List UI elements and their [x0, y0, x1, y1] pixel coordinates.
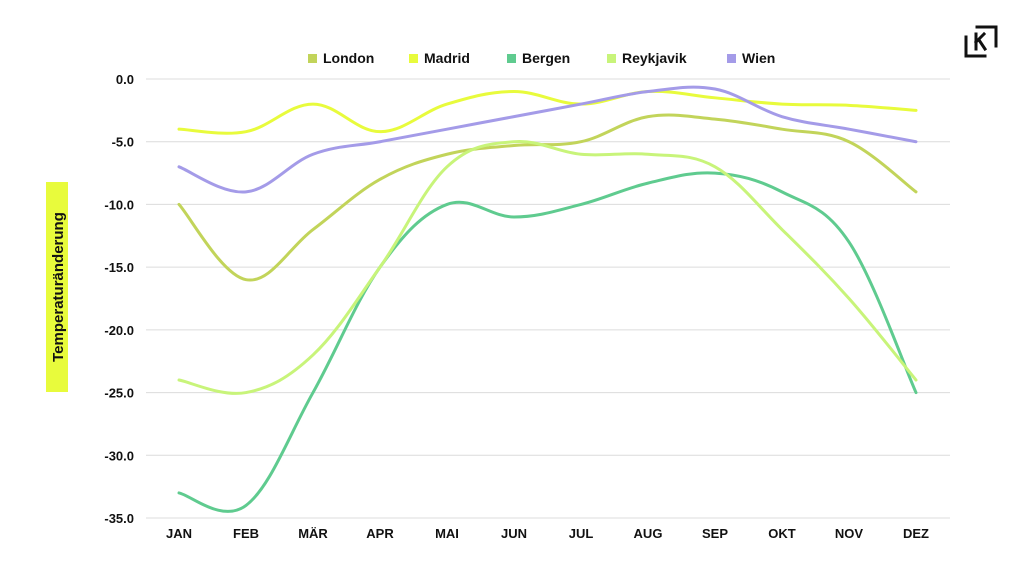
legend-swatch: [409, 54, 418, 63]
y-axis-label-highlight: [46, 182, 68, 392]
x-tick-label: FEB: [233, 526, 259, 541]
series-lines: [177, 85, 918, 513]
y-tick-label: -10.0: [104, 197, 134, 212]
legend-swatch: [308, 54, 317, 63]
x-tick-label: OKT: [768, 526, 796, 541]
y-axis-label: Temperaturänderung: [46, 182, 68, 392]
legend-item-madrid: Madrid: [409, 50, 470, 66]
legend-swatch: [727, 54, 736, 63]
legend-label: Madrid: [424, 50, 470, 66]
x-tick-label: SEP: [702, 526, 728, 541]
legend-label: Bergen: [522, 50, 570, 66]
legend-item-reykjavik: Reykjavik: [607, 50, 687, 66]
y-tick-label: -5.0: [112, 135, 134, 150]
series-line-london: [177, 113, 918, 282]
legend-item-bergen: Bergen: [507, 50, 570, 66]
x-axis-ticks: JAN FEB MÄR APR MAI JUN JUL AUG SEP OKT NOV DEZ: [166, 526, 929, 541]
x-tick-label: MÄR: [298, 526, 328, 541]
y-axis-ticks: 0.0 -5.0 -10.0 -15.0 -20.0 -25.0 -30.0 -35.0: [104, 72, 134, 526]
series-line-madrid: [177, 89, 918, 135]
legend-item-london: London: [308, 50, 374, 66]
legend-swatch: [607, 54, 616, 63]
legend-label: London: [323, 50, 374, 66]
y-axis-label-text: Temperaturänderung: [50, 212, 67, 362]
y-tick-label: -25.0: [104, 386, 134, 401]
x-tick-label: DEZ: [903, 526, 929, 541]
series-line-reykjavik: [177, 139, 918, 395]
legend-swatch: [507, 54, 516, 63]
legend-label: Reykjavik: [622, 50, 687, 66]
y-tick-label: -15.0: [104, 260, 134, 275]
y-tick-label: -20.0: [104, 323, 134, 338]
legend-label: Wien: [742, 50, 775, 66]
series-line-bergen: [177, 171, 918, 513]
legend: London Madrid Bergen Reykjavik Wien: [308, 50, 775, 66]
x-tick-label: JUN: [501, 526, 527, 541]
x-tick-label: JUL: [569, 526, 594, 541]
series-line-wien: [177, 85, 918, 194]
y-tick-label: -35.0: [104, 511, 134, 526]
x-tick-label: APR: [366, 526, 394, 541]
x-tick-label: MAI: [435, 526, 459, 541]
y-tick-label: 0.0: [116, 72, 134, 87]
x-tick-label: NOV: [835, 526, 864, 541]
x-tick-label: JAN: [166, 526, 192, 541]
legend-item-wien: Wien: [727, 50, 775, 66]
x-tick-label: AUG: [634, 526, 663, 541]
y-tick-label: -30.0: [104, 448, 134, 463]
k-bracket-logo-icon: [964, 25, 998, 58]
